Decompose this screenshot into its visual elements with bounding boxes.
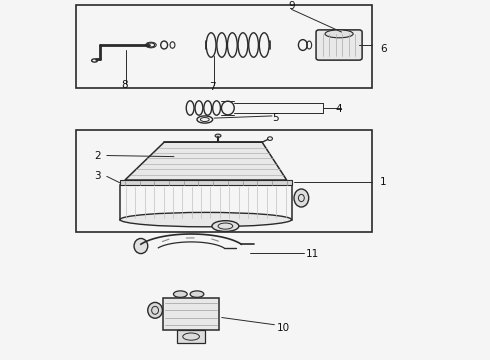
Ellipse shape [294,189,309,207]
Polygon shape [125,142,287,180]
Text: 6: 6 [380,44,387,54]
Text: 4: 4 [336,104,343,114]
Ellipse shape [148,302,162,318]
FancyBboxPatch shape [316,30,362,60]
Bar [76,130,372,232]
Bar [120,185,292,220]
Text: 7: 7 [209,82,216,92]
Ellipse shape [190,291,204,297]
Ellipse shape [134,238,148,253]
Text: 9: 9 [288,1,295,12]
Ellipse shape [325,30,353,38]
Text: 5: 5 [272,113,279,123]
Text: 2: 2 [94,150,101,161]
Bar [120,180,292,185]
Text: 10: 10 [277,323,290,333]
Bar [177,330,205,343]
Text: 8: 8 [122,80,128,90]
Bar [76,5,372,88]
Ellipse shape [212,221,239,231]
Bar [163,298,220,330]
Ellipse shape [120,212,292,227]
Ellipse shape [173,291,187,297]
Ellipse shape [215,134,221,138]
Text: 1: 1 [380,177,387,187]
Text: 3: 3 [94,171,101,181]
Text: 11: 11 [306,249,319,259]
